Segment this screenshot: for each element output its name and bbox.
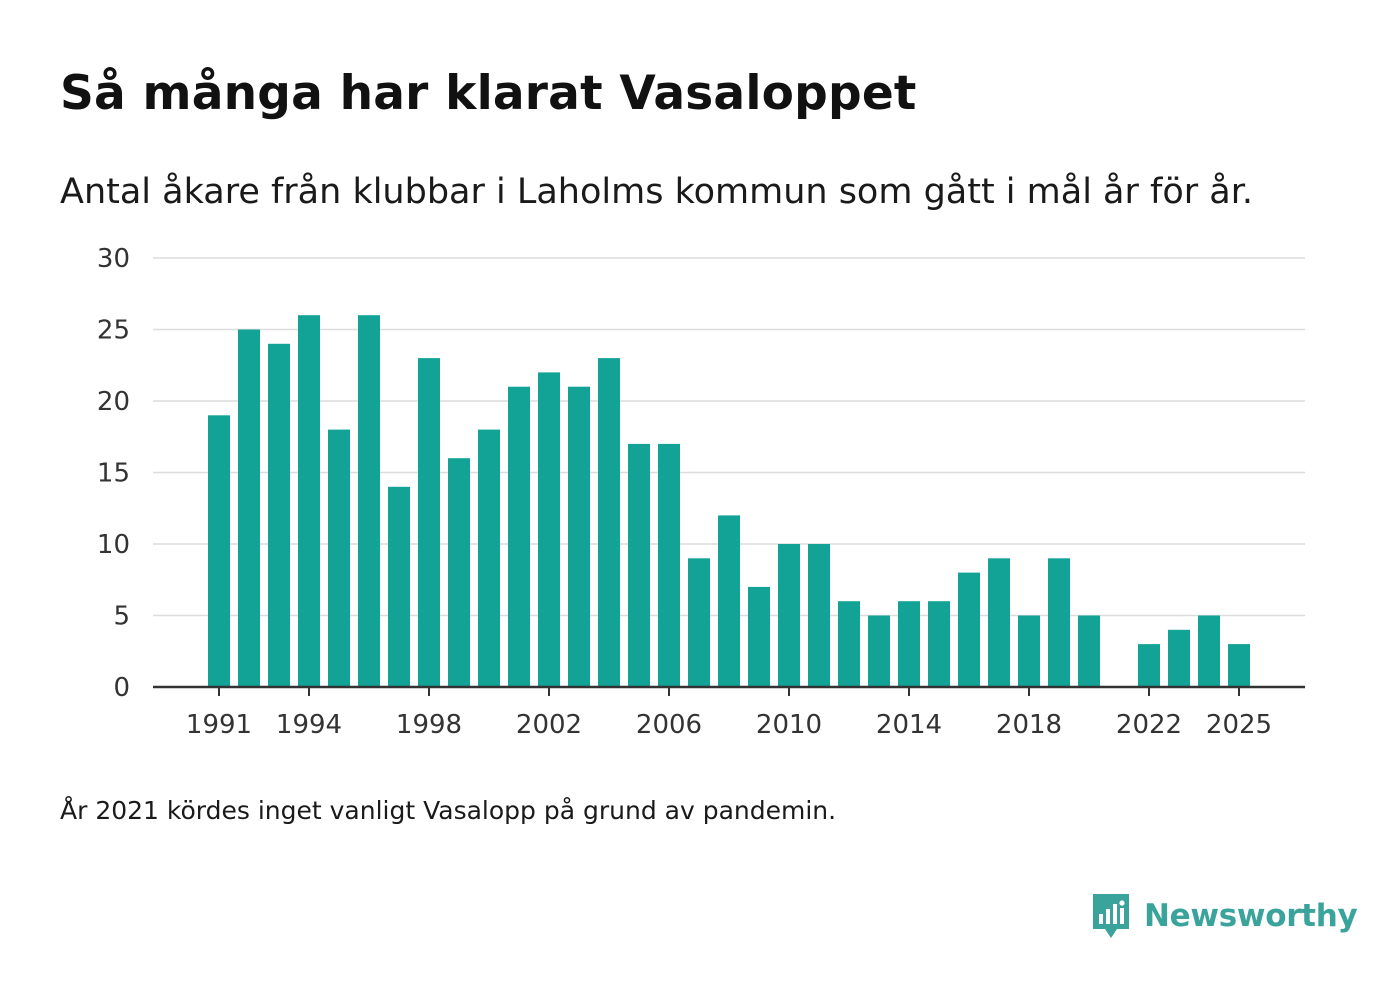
bar-2019 (1048, 558, 1070, 687)
bar-1993 (268, 343, 290, 687)
y-tick-label-0: 0 (113, 673, 130, 703)
bar-2011 (808, 544, 830, 687)
bar-2010 (778, 544, 800, 687)
footnote: År 2021 kördes inget vanligt Vasalopp på… (60, 796, 837, 825)
bar-2022 (1138, 644, 1160, 687)
bar-2009 (748, 586, 770, 687)
x-tick-label-1994: 1994 (276, 710, 342, 740)
bar-2003 (568, 386, 590, 687)
chart-title: Så många har klarat Vasaloppet (60, 66, 917, 121)
bar-1991 (208, 415, 230, 687)
bar-1992 (238, 329, 260, 687)
y-tick-label-5: 5 (113, 602, 130, 632)
x-tick-label-1998: 1998 (396, 710, 462, 740)
bar-2017 (988, 558, 1010, 687)
bar-2013 (868, 615, 890, 687)
bar-2016 (958, 572, 980, 687)
bar-2004 (598, 358, 620, 687)
bar-2001 (508, 386, 530, 687)
bar-1996 (358, 315, 380, 687)
bar-1998 (418, 358, 440, 687)
y-tick-label-25: 25 (97, 316, 130, 346)
bar-2024 (1198, 615, 1220, 687)
bar-2018 (1018, 615, 1040, 687)
y-tick-label-15: 15 (97, 459, 130, 489)
bar-1994 (298, 315, 320, 687)
bar-2012 (838, 601, 860, 687)
bar-2025 (1228, 644, 1250, 687)
x-tick-label-2022: 2022 (1116, 710, 1182, 740)
x-tick-label-2006: 2006 (636, 710, 702, 740)
y-tick-label-10: 10 (97, 530, 130, 560)
bar-1995 (328, 429, 350, 687)
x-tick-label-2018: 2018 (996, 710, 1062, 740)
bar-2007 (688, 558, 710, 687)
bars (208, 315, 1250, 687)
x-tick-label-2025: 2025 (1206, 710, 1272, 740)
bar-2006 (658, 443, 680, 687)
bar-2002 (538, 372, 560, 687)
brand-logo: Newsworthy (1090, 890, 1358, 942)
bar-1999 (448, 458, 470, 687)
bar-2023 (1168, 629, 1190, 687)
bar-1997 (388, 486, 410, 687)
bar-2015 (928, 601, 950, 687)
y-tick-label-20: 20 (97, 387, 130, 417)
x-tick-label-2010: 2010 (756, 710, 822, 740)
x-tick-label-1991: 1991 (186, 710, 252, 740)
bar-2014 (898, 601, 920, 687)
bar-2000 (478, 429, 500, 687)
bar-2008 (718, 515, 740, 687)
chart-subtitle: Antal åkare från klubbar i Laholms kommu… (60, 172, 1254, 212)
brand-name: Newsworthy (1144, 898, 1358, 934)
bar-2020 (1078, 615, 1100, 687)
newsworthy-logo-icon (1093, 894, 1129, 938)
y-tick-label-30: 30 (97, 244, 130, 274)
x-tick-label-2002: 2002 (516, 710, 582, 740)
x-tick-label-2014: 2014 (876, 710, 942, 740)
bar-2005 (628, 443, 650, 687)
